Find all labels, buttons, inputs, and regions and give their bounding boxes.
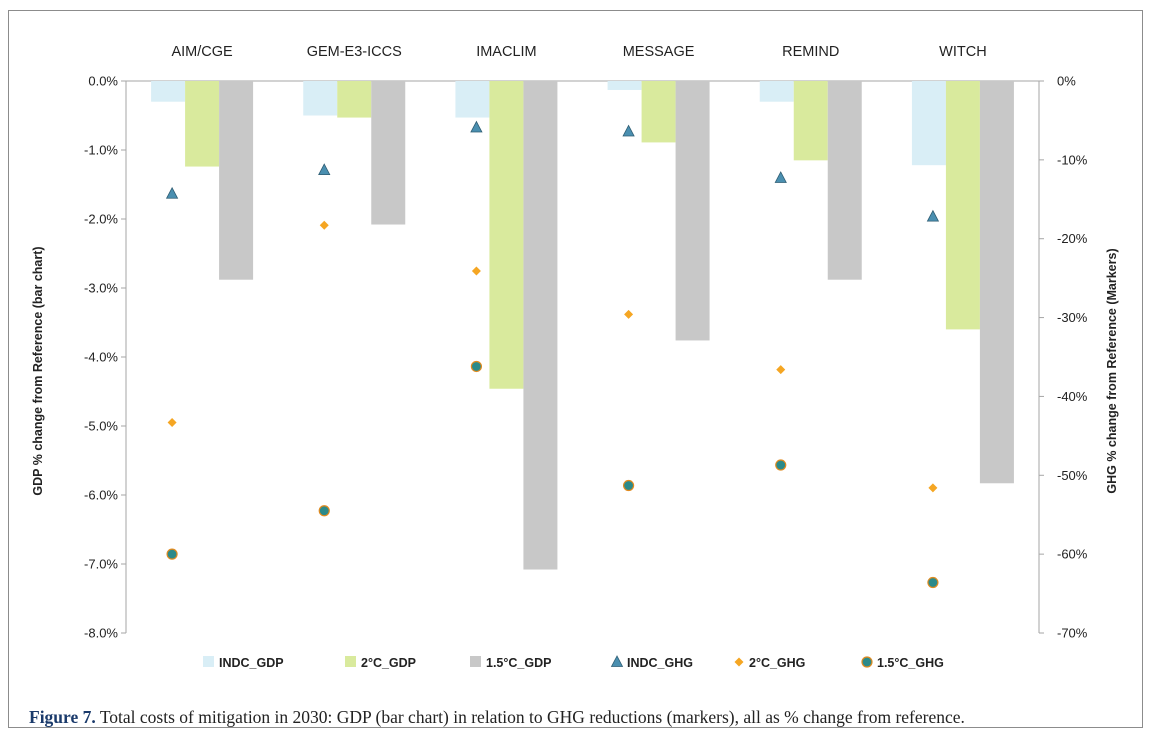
marker-indcghg — [774, 171, 787, 183]
marker-15cghg — [927, 576, 939, 589]
category-label: GEM-E3-ICCS — [307, 44, 402, 60]
marker-indcghg — [622, 124, 635, 137]
category-label: AIM/CGE — [171, 44, 233, 60]
bar-2cgdp — [489, 81, 524, 389]
y2-tick-label: -60% — [1057, 547, 1088, 562]
legend-marker — [610, 655, 624, 667]
bar-2cgdp — [641, 81, 676, 143]
y2-tick-label: -50% — [1057, 468, 1088, 483]
marker-2cghg — [319, 220, 329, 230]
legend-label: 1.5°C_GDP — [486, 656, 551, 670]
y2-tick-label: -30% — [1057, 310, 1088, 325]
marker-indcghg — [470, 120, 483, 133]
bar-indcgdp — [911, 81, 946, 166]
legend-marker — [861, 656, 873, 668]
bar-2cgdp — [185, 81, 220, 167]
y-tick-label: -5.0% — [84, 419, 118, 434]
marker-2cghg — [928, 483, 938, 493]
category-label: REMIND — [782, 44, 839, 60]
legend-swatch — [203, 656, 214, 667]
y-tick-label: -3.0% — [84, 281, 118, 296]
y2-axis-title: GHG % change from Reference (Markers) — [1105, 248, 1119, 493]
marker-2cghg — [471, 266, 481, 276]
y-axis-title: GDP % change from Reference (bar chart) — [31, 246, 45, 495]
figure-frame: 0.0% -1.0% -2.0% -3.0% -4.0% -5.0% -6.0% -7.0% -… — [8, 10, 1143, 728]
bar-15cgdp — [979, 81, 1014, 484]
y2-tick-label: -10% — [1057, 152, 1088, 167]
bar-indcgdp — [759, 81, 794, 102]
y2-tick-label: -70% — [1057, 626, 1088, 641]
y-tick-label: -6.0% — [84, 488, 118, 503]
figure-caption: Figure 7. Total costs of mitigation in 2… — [29, 707, 965, 728]
marker-15cghg — [775, 459, 787, 471]
marker-2cghg — [776, 365, 786, 375]
marker-2cghg — [624, 309, 634, 319]
legend-label: 2°C_GHG — [749, 656, 805, 670]
bar-2cgdp — [945, 81, 980, 330]
marker-indcghg — [165, 186, 179, 199]
marker-15cghg — [166, 548, 178, 560]
legend-label: INDC_GDP — [219, 656, 284, 670]
bar-indcgdp — [151, 81, 186, 102]
bar-15cgdp — [371, 81, 406, 225]
marker-15cghg — [318, 505, 330, 517]
y2-tick-label: -20% — [1057, 231, 1088, 246]
caption-label: Figure 7. — [29, 707, 96, 727]
marker-2cghg — [167, 417, 177, 427]
y2-tick-label: 0% — [1057, 74, 1076, 89]
legend-swatch — [345, 656, 356, 667]
y-tick-label: -8.0% — [84, 626, 118, 641]
legend-label: 2°C_GDP — [361, 656, 416, 670]
legend-swatch — [470, 656, 481, 667]
legend-label: 1.5°C_GHG — [877, 656, 944, 670]
y-tick-label: -7.0% — [84, 557, 118, 572]
legend-marker — [734, 657, 744, 667]
y-tick-label: -2.0% — [84, 212, 118, 227]
marker-15cghg — [470, 360, 483, 373]
bar-indcgdp — [303, 81, 338, 116]
bar-indcgdp — [455, 81, 490, 118]
bar-15cgdp — [827, 81, 862, 280]
marker-15cghg — [622, 479, 635, 492]
y-tick-label: -1.0% — [84, 143, 118, 158]
legend-label: INDC_GHG — [627, 656, 693, 670]
marker-indcghg — [318, 163, 331, 176]
bar-2cgdp — [337, 81, 372, 118]
category-label: MESSAGE — [623, 44, 695, 60]
bar-15cgdp — [523, 81, 558, 570]
bar-indcgdp — [607, 81, 642, 90]
category-label: WITCH — [939, 44, 987, 60]
caption-text: Total costs of mitigation in 2030: GDP (… — [95, 707, 965, 727]
bar-15cgdp — [675, 81, 710, 341]
marker-indcghg — [926, 209, 940, 222]
bar-15cgdp — [219, 81, 254, 280]
y-tick-label: 0.0% — [88, 74, 118, 89]
category-label: IMACLIM — [476, 44, 536, 60]
y-tick-label: -4.0% — [84, 350, 118, 365]
chart: 0.0% -1.0% -2.0% -3.0% -4.0% -5.0% -6.0% -7.0% -… — [31, 44, 1119, 670]
y2-tick-label: -40% — [1057, 389, 1088, 404]
bar-2cgdp — [793, 81, 828, 161]
